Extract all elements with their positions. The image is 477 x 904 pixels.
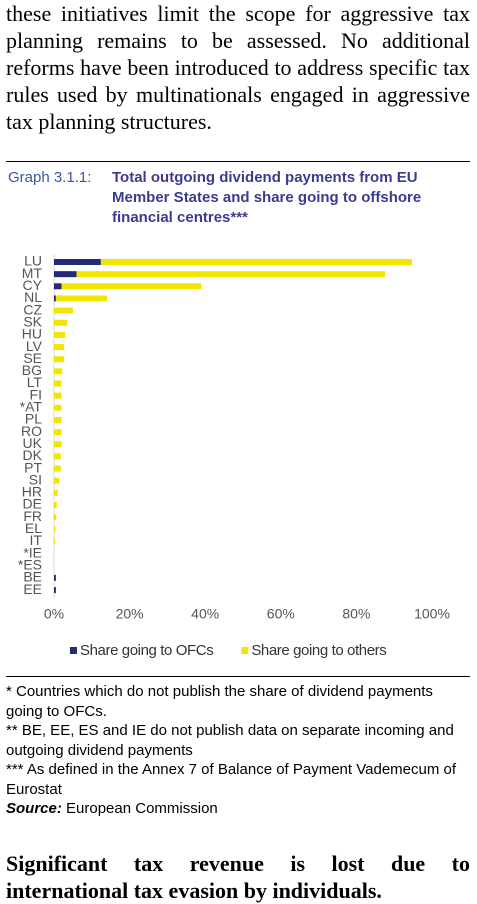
bar bbox=[61, 283, 202, 290]
y-tick-label: IT bbox=[30, 532, 43, 548]
bar bbox=[54, 331, 66, 338]
legend-label: Share going to others bbox=[251, 642, 386, 659]
note: *** As defined in the Annex 7 of Balance… bbox=[6, 761, 457, 798]
bar bbox=[54, 356, 65, 363]
bar bbox=[54, 259, 101, 265]
y-tick-label: *IE bbox=[23, 544, 42, 560]
y-tick-label: CY bbox=[23, 277, 43, 293]
bar bbox=[54, 489, 58, 496]
note: ** BE, EE, ES and IE do not publish data… bbox=[6, 722, 454, 759]
bar bbox=[54, 574, 56, 581]
bar bbox=[54, 526, 56, 533]
y-tick-label: LU bbox=[24, 253, 42, 269]
y-tick-label: RO bbox=[21, 423, 42, 439]
y-tick-label: EL bbox=[25, 520, 42, 536]
bar bbox=[54, 538, 56, 545]
x-tick-label: 0% bbox=[44, 606, 64, 622]
bar bbox=[54, 283, 62, 290]
paragraph: these initiatives limit the scope for ag… bbox=[6, 1, 470, 134]
y-tick-label: HU bbox=[22, 326, 42, 342]
y-tick-label: BE bbox=[23, 569, 42, 585]
y-tick-label: PL bbox=[25, 411, 42, 427]
bar bbox=[54, 404, 62, 411]
bar bbox=[76, 271, 386, 278]
source-text: European Commission bbox=[66, 800, 218, 817]
x-tick-label: 20% bbox=[116, 606, 144, 622]
x-tick-label: 80% bbox=[342, 606, 370, 622]
y-tick-label: *ES bbox=[18, 556, 42, 572]
y-tick-label: FR bbox=[23, 508, 42, 524]
bar bbox=[54, 392, 62, 399]
source: Source: European Commission bbox=[6, 799, 470, 819]
graph-label: Graph 3.1.1: bbox=[8, 169, 92, 186]
y-tick-label: SE bbox=[23, 350, 42, 366]
x-tick-label: 60% bbox=[267, 606, 295, 622]
y-tick-label: MT bbox=[22, 265, 43, 281]
y-tick-label: LV bbox=[26, 338, 43, 354]
bar bbox=[54, 271, 77, 278]
y-tick-label: LT bbox=[27, 374, 43, 390]
bar bbox=[54, 441, 62, 448]
rule bbox=[6, 161, 470, 162]
bar bbox=[54, 380, 62, 387]
legend-swatch bbox=[241, 647, 249, 654]
paragraph: Significant tax revenue is lost due to i… bbox=[6, 851, 470, 903]
bar bbox=[54, 368, 63, 375]
bar bbox=[54, 429, 62, 436]
bar bbox=[54, 319, 68, 326]
rule bbox=[6, 676, 470, 677]
y-tick-label: BG bbox=[22, 362, 42, 378]
y-tick-label: UK bbox=[23, 435, 43, 451]
bar bbox=[54, 416, 62, 423]
bar bbox=[100, 259, 412, 265]
y-tick-label: FI bbox=[30, 386, 42, 402]
y-tick-label: DK bbox=[23, 447, 43, 463]
bar bbox=[54, 465, 61, 472]
bar bbox=[54, 587, 56, 594]
y-tick-label: DE bbox=[23, 496, 42, 512]
bar bbox=[55, 295, 107, 302]
source-label: Source: bbox=[6, 800, 62, 817]
y-tick-label: SK bbox=[23, 313, 42, 329]
x-tick-label: 100% bbox=[414, 606, 450, 622]
chart-title: Total outgoing dividend payments from EU… bbox=[112, 169, 422, 226]
bar bbox=[54, 307, 73, 314]
note: * Countries which do not publish the sha… bbox=[6, 683, 433, 720]
bar bbox=[54, 295, 56, 302]
chart: 0% 20% 40% 60% 80% 100% LUMTCYNLCZSKHULVSEBGLT… bbox=[18, 253, 450, 659]
bar bbox=[54, 453, 61, 460]
y-tick-label: SI bbox=[29, 471, 42, 487]
x-tick-label: 40% bbox=[191, 606, 219, 622]
legend-swatch bbox=[70, 647, 77, 654]
y-tick-label: CZ bbox=[23, 301, 42, 317]
legend-label: Share going to OFCs bbox=[80, 642, 213, 659]
y-tick-label: HR bbox=[22, 484, 42, 500]
bar bbox=[54, 514, 57, 521]
y-tick-label: EE bbox=[23, 581, 42, 597]
bar bbox=[54, 344, 65, 351]
graph-header: Graph 3.1.1: Total outgoing dividend pay… bbox=[8, 168, 470, 228]
y-tick-label: PT bbox=[24, 459, 42, 475]
bar bbox=[54, 477, 60, 484]
y-tick-label: NL bbox=[24, 289, 42, 305]
y-tick-label: *AT bbox=[20, 399, 43, 415]
notes: * Countries which do not publish the sha… bbox=[6, 682, 470, 819]
bar bbox=[54, 502, 57, 508]
